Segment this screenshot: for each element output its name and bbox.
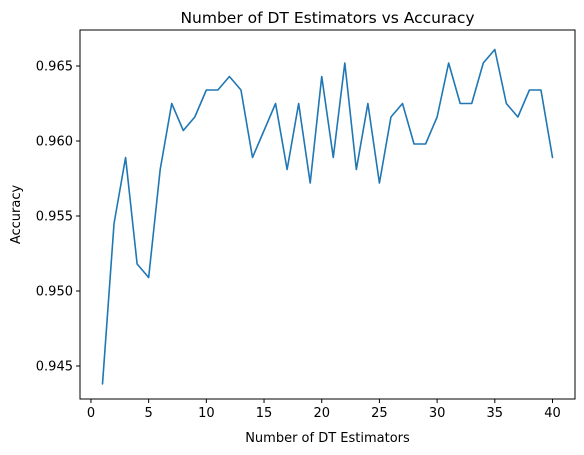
y-axis: 0.945 0.950 0.955 0.960 0.965 [36,60,80,375]
y-tick-label: 0.960 [36,135,73,150]
plot-frame [79,29,576,400]
plot-content [101,48,554,385]
x-tick-label: 40 [544,406,561,421]
x-axis-label: Number of DT Estimators [245,431,410,446]
y-tick-label: 0.950 [36,285,73,300]
x-tick-label: 30 [429,406,446,421]
x-tick-label: 5 [145,406,153,421]
x-tick-label: 25 [371,406,388,421]
y-tick-label: 0.945 [36,360,73,375]
x-tick-label: 0 [87,406,95,421]
y-tick-label: 0.965 [36,60,73,75]
x-axis: 0 5 10 15 20 25 30 35 40 [87,399,561,421]
x-tick-label: 10 [198,406,215,421]
x-tick-label: 15 [256,406,273,421]
y-axis-label: Accuracy [9,185,24,245]
x-tick-label: 35 [487,406,504,421]
y-tick-label: 0.955 [36,210,73,225]
series-line-0 [101,48,554,385]
chart-title: Number of DT Estimators vs Accuracy [180,9,474,27]
x-tick-label: 20 [313,406,330,421]
